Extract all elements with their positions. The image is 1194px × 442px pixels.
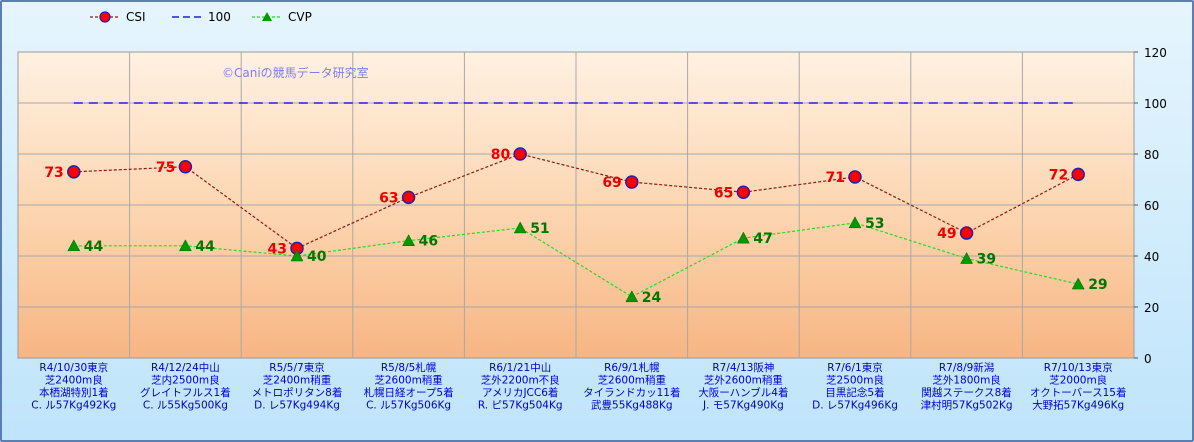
x-tick-label: 芝2400m良	[45, 374, 103, 387]
legend-marker-csi	[99, 11, 111, 23]
x-tick-label: R7/10/13東京	[1044, 361, 1113, 374]
x-tick-label: 芝2600m稍重	[598, 374, 666, 387]
x-tick-label: 武豊55Kg488Kg	[591, 399, 673, 412]
csi-point	[736, 185, 751, 199]
x-tick-label: R5/8/5札幌	[381, 361, 437, 374]
x-tick-label: R4/10/30東京	[39, 361, 108, 374]
x-tick-label: 札幌日経オープ5着	[364, 386, 454, 399]
x-tick-label: 津村明57Kg502Kg	[921, 399, 1013, 412]
y-tick-label: 40	[1144, 250, 1159, 264]
y-tick-label: 100	[1144, 97, 1167, 111]
x-tick-label: 芝外2600m稍重	[704, 374, 783, 387]
cvp-point	[67, 239, 81, 252]
x-tick-label: D. レ57Kg496Kg	[812, 400, 898, 412]
x-tick-label: 芝2500m良	[826, 374, 884, 387]
cvp-point	[625, 290, 639, 303]
cvp-data-label: 44	[84, 239, 104, 255]
cvp-data-label: 51	[530, 221, 549, 237]
csi-data-label: 63	[379, 190, 398, 206]
cvp-data-label: 47	[753, 231, 772, 247]
x-tick-label: 芝内2500m良	[151, 374, 219, 387]
x-tick-label: 大野拓57Kg496Kg	[1032, 399, 1124, 412]
x-tick-label: C. ル57Kg492Kg	[31, 400, 116, 412]
csi-data-label: 75	[156, 160, 175, 176]
cvp-point	[960, 252, 974, 264]
x-tick-label: 本栖湖特別1着	[39, 386, 109, 399]
y-tick-label: 80	[1144, 148, 1159, 162]
x-tick-label: C. ル57Kg506Kg	[366, 400, 451, 412]
cvp-data-label: 46	[419, 234, 438, 250]
csi-data-label: 71	[826, 170, 845, 186]
watermark: ©Caniの競馬データ研究室	[222, 65, 369, 80]
x-tick-label: オクトーバース15着	[1030, 386, 1127, 399]
x-tick-label: R5/5/7東京	[269, 361, 324, 374]
x-tick-label: R7/4/13阪神	[712, 361, 774, 374]
x-tick-label: タイランドカッ11着	[583, 386, 680, 399]
series-line-csi	[73, 153, 1079, 250]
x-tick-label: 大阪ーハンブル4着	[698, 386, 788, 399]
x-tick-label: R7/8/9新潟	[939, 361, 994, 374]
y-tick-label: 0	[1144, 352, 1152, 366]
csi-data-label: 43	[268, 241, 287, 257]
x-tick-label: 芝外1800m良	[932, 374, 1000, 387]
x-tick-label: 芝2400m稍重	[263, 374, 331, 387]
cvp-point	[736, 231, 750, 244]
csi-point	[848, 170, 862, 184]
x-tick-label: 芝2000m良	[1049, 374, 1107, 387]
cvp-data-label: 24	[642, 290, 662, 306]
series-line-cvp	[73, 222, 1079, 298]
legend-marker-cvp	[262, 12, 272, 21]
x-tick-label: R6/9/1札幌	[604, 361, 660, 374]
x-tick-label: J. モ57Kg490Kg	[702, 400, 784, 412]
x-tick-label: 関越ステークス8着	[921, 386, 1011, 399]
csi-data-label: 49	[937, 226, 956, 242]
y-tick-label: 120	[1144, 46, 1167, 60]
cvp-data-label: 44	[195, 239, 215, 255]
cvp-data-label: 29	[1088, 277, 1107, 293]
cvp-point	[848, 216, 862, 229]
x-tick-label: 芝外2200m不良	[481, 374, 560, 387]
y-tick-label: 20	[1144, 301, 1159, 315]
x-tick-label: 芝2600m稍重	[374, 374, 442, 387]
x-tick-label: メトロポリタン8着	[252, 386, 343, 399]
csi-point	[401, 190, 416, 205]
x-tick-label: グレイトフルス1着	[140, 386, 231, 399]
legend-label-cvp: CVP	[288, 10, 312, 24]
csi-data-label: 69	[602, 175, 621, 191]
cvp-data-label: 53	[865, 216, 884, 232]
cvp-point	[1071, 277, 1085, 290]
csi-point	[959, 226, 974, 240]
cvp-point	[402, 234, 416, 246]
x-tick-label: アメリカJCC6着	[482, 386, 558, 399]
x-tick-label: 目黒記念5着	[825, 386, 884, 399]
y-tick-label: 60	[1144, 199, 1159, 213]
cvp-point	[178, 239, 192, 252]
legend-label-100: 100	[208, 10, 231, 24]
csi-point	[178, 160, 193, 174]
x-tick-label: R4/12/24中山	[151, 361, 220, 374]
csi-point	[67, 165, 81, 179]
x-tick-label: R6/1/21中山	[489, 361, 551, 374]
legend-label-csi: CSI	[126, 10, 146, 24]
csi-data-label: 73	[44, 165, 63, 181]
csi-point	[625, 175, 639, 189]
x-tick-label: D. レ57Kg494Kg	[254, 400, 340, 412]
csi-point	[1071, 167, 1085, 182]
cvp-data-label: 40	[307, 249, 327, 265]
x-tick-label: R7/6/1東京	[827, 361, 882, 374]
csi-data-label: 65	[714, 185, 733, 201]
x-tick-label: R. ピ57Kg504Kg	[478, 400, 563, 412]
csi-data-label: 80	[491, 147, 511, 163]
x-tick-label: C. ル55Kg500Kg	[143, 400, 228, 412]
cvp-point	[513, 221, 527, 234]
csi-point	[513, 147, 527, 161]
cvp-point	[290, 249, 304, 262]
csi-data-label: 72	[1049, 167, 1068, 183]
cvp-data-label: 39	[977, 252, 996, 268]
